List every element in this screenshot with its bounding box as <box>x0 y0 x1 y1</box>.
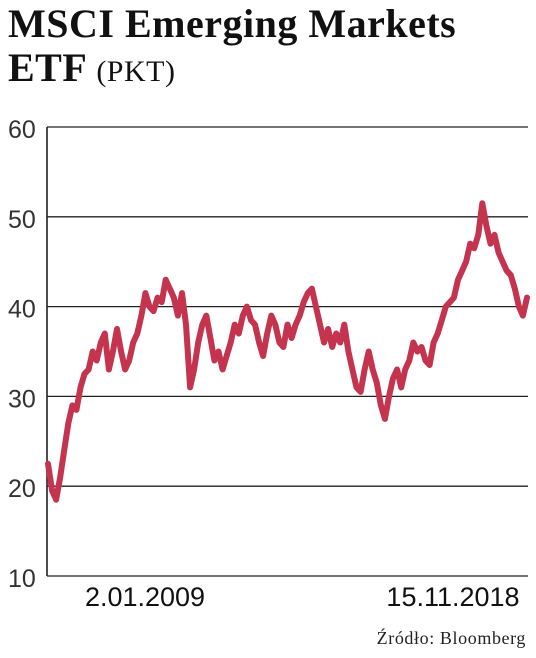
series-line-group <box>45 200 530 503</box>
series-line <box>45 200 530 503</box>
y-tick-label: 60 <box>8 116 36 144</box>
chart-title: MSCI Emerging Markets ETF (PKT) <box>8 2 528 94</box>
line-chart: 60 50 40 30 20 10 2.01.2009 15.11.2018 <box>8 116 530 612</box>
y-tick-label: 20 <box>8 475 36 503</box>
x-tick-label: 2.01.2009 <box>85 582 205 612</box>
title-unit: (PKT) <box>96 55 176 88</box>
y-tick-label: 40 <box>8 296 36 324</box>
x-tick-label: 15.11.2018 <box>386 582 519 612</box>
title-text: MSCI Emerging Markets ETF <box>8 1 457 90</box>
y-tick-label: 10 <box>8 565 36 593</box>
x-axis: 2.01.2009 15.11.2018 <box>85 582 520 612</box>
y-tick-label: 30 <box>8 385 36 413</box>
source-note: Źródło: Bloomberg <box>376 628 526 648</box>
y-tick-label: 50 <box>8 206 36 234</box>
y-axis: 60 50 40 30 20 10 <box>8 116 48 593</box>
gridlines <box>47 126 528 577</box>
